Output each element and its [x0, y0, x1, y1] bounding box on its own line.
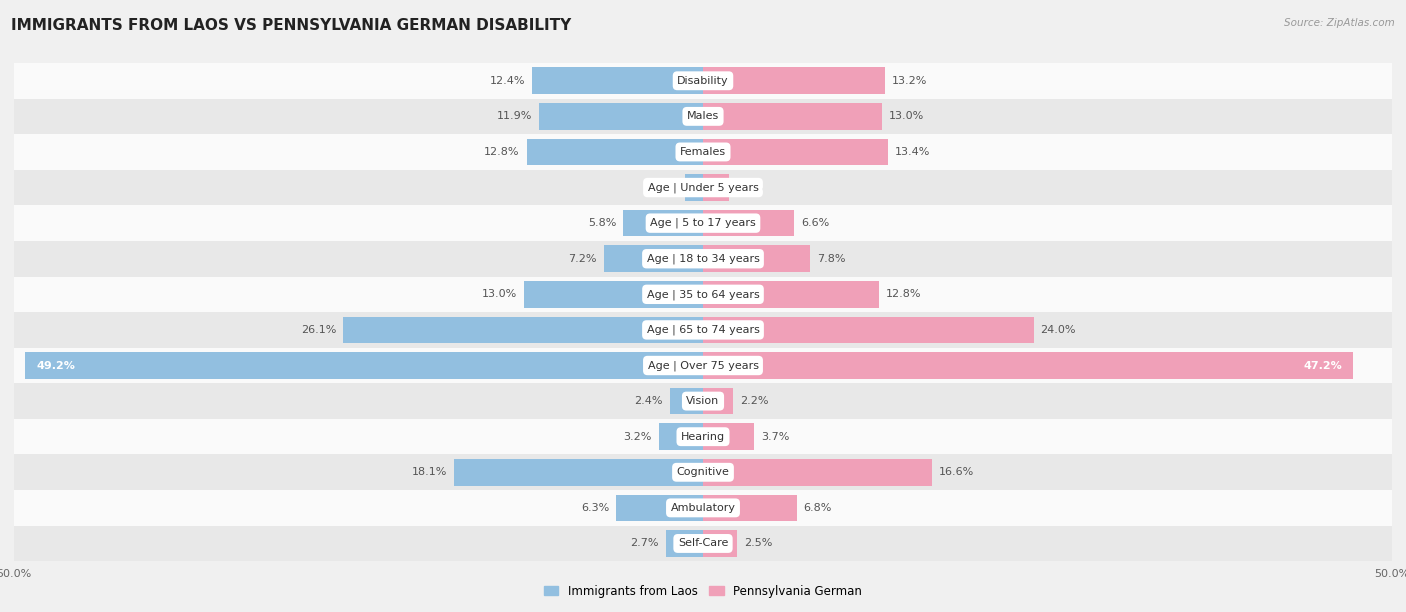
Bar — [14, 526, 1392, 561]
Text: Age | 35 to 64 years: Age | 35 to 64 years — [647, 289, 759, 300]
Bar — [14, 170, 1392, 206]
Text: 24.0%: 24.0% — [1040, 325, 1076, 335]
Text: 7.8%: 7.8% — [817, 254, 846, 264]
Bar — [703, 103, 882, 130]
Text: Age | Under 5 years: Age | Under 5 years — [648, 182, 758, 193]
Bar — [703, 281, 879, 308]
Text: Cognitive: Cognitive — [676, 468, 730, 477]
Bar — [703, 67, 884, 94]
Text: 11.9%: 11.9% — [496, 111, 531, 121]
Bar — [669, 388, 703, 414]
Bar — [454, 459, 703, 486]
Bar — [703, 388, 734, 414]
Bar — [14, 455, 1392, 490]
Text: Males: Males — [688, 111, 718, 121]
Bar — [14, 383, 1392, 419]
Bar — [703, 210, 794, 236]
Text: 2.5%: 2.5% — [744, 539, 773, 548]
Text: 1.9%: 1.9% — [737, 182, 765, 193]
Bar — [531, 67, 703, 94]
Bar — [703, 316, 1033, 343]
Bar — [538, 103, 703, 130]
Bar — [14, 490, 1392, 526]
Bar — [343, 316, 703, 343]
Text: 26.1%: 26.1% — [301, 325, 336, 335]
Text: 47.2%: 47.2% — [1303, 360, 1343, 370]
Bar — [14, 99, 1392, 134]
Bar — [666, 530, 703, 557]
Text: IMMIGRANTS FROM LAOS VS PENNSYLVANIA GERMAN DISABILITY: IMMIGRANTS FROM LAOS VS PENNSYLVANIA GER… — [11, 18, 571, 34]
Text: 2.2%: 2.2% — [740, 396, 769, 406]
Text: Hearing: Hearing — [681, 431, 725, 442]
Text: 1.3%: 1.3% — [650, 182, 678, 193]
Bar — [703, 174, 730, 201]
Text: 2.7%: 2.7% — [630, 539, 659, 548]
Bar — [14, 206, 1392, 241]
Bar — [14, 63, 1392, 99]
Bar — [14, 312, 1392, 348]
Text: 12.4%: 12.4% — [489, 76, 526, 86]
Text: 5.8%: 5.8% — [588, 218, 616, 228]
Bar — [14, 419, 1392, 455]
Text: Age | 18 to 34 years: Age | 18 to 34 years — [647, 253, 759, 264]
Bar — [703, 138, 887, 165]
Text: 13.4%: 13.4% — [894, 147, 929, 157]
Bar — [14, 134, 1392, 170]
Bar — [703, 494, 797, 521]
Text: 13.0%: 13.0% — [482, 289, 517, 299]
Bar — [14, 241, 1392, 277]
Text: 12.8%: 12.8% — [484, 147, 520, 157]
Bar — [703, 530, 738, 557]
Bar — [685, 174, 703, 201]
Bar — [703, 352, 1354, 379]
Text: Vision: Vision — [686, 396, 720, 406]
Text: 3.7%: 3.7% — [761, 431, 789, 442]
Bar — [527, 138, 703, 165]
Text: 12.8%: 12.8% — [886, 289, 922, 299]
Text: Females: Females — [681, 147, 725, 157]
Bar — [703, 459, 932, 486]
Text: 13.0%: 13.0% — [889, 111, 924, 121]
Text: 6.3%: 6.3% — [581, 503, 609, 513]
Text: 2.4%: 2.4% — [634, 396, 664, 406]
Text: 6.8%: 6.8% — [804, 503, 832, 513]
Bar — [623, 210, 703, 236]
Text: 6.6%: 6.6% — [801, 218, 830, 228]
Text: Self-Care: Self-Care — [678, 539, 728, 548]
Text: 3.2%: 3.2% — [624, 431, 652, 442]
Bar — [616, 494, 703, 521]
Bar — [14, 277, 1392, 312]
Text: 16.6%: 16.6% — [939, 468, 974, 477]
Bar — [524, 281, 703, 308]
Bar — [14, 348, 1392, 383]
Text: 49.2%: 49.2% — [37, 360, 75, 370]
Bar — [703, 424, 754, 450]
Text: Age | Over 75 years: Age | Over 75 years — [648, 360, 758, 371]
Bar — [603, 245, 703, 272]
Text: 18.1%: 18.1% — [412, 468, 447, 477]
Text: Age | 65 to 74 years: Age | 65 to 74 years — [647, 324, 759, 335]
Text: Age | 5 to 17 years: Age | 5 to 17 years — [650, 218, 756, 228]
Text: Ambulatory: Ambulatory — [671, 503, 735, 513]
Bar — [25, 352, 703, 379]
Text: 13.2%: 13.2% — [891, 76, 927, 86]
Text: 7.2%: 7.2% — [568, 254, 598, 264]
Text: Source: ZipAtlas.com: Source: ZipAtlas.com — [1284, 18, 1395, 28]
Bar — [703, 245, 810, 272]
Text: Disability: Disability — [678, 76, 728, 86]
Legend: Immigrants from Laos, Pennsylvania German: Immigrants from Laos, Pennsylvania Germa… — [540, 580, 866, 602]
Bar — [659, 424, 703, 450]
